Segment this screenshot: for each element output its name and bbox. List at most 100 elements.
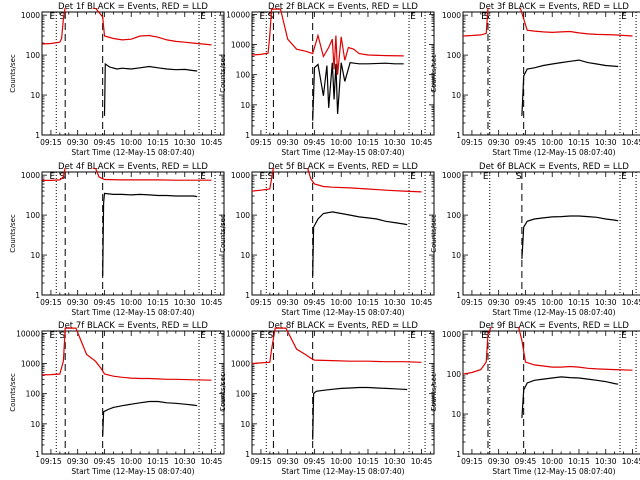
flag-label-s: S bbox=[268, 331, 274, 341]
flag-label-s: S bbox=[484, 331, 490, 341]
y-tick-label: 100 bbox=[236, 71, 251, 80]
x-tick-label: 10:45 bbox=[411, 298, 433, 307]
x-tick-label: 10:45 bbox=[201, 457, 223, 466]
y-tick-label: 100 bbox=[26, 390, 41, 399]
flag-label-e-end: E bbox=[200, 172, 206, 182]
series-line-events bbox=[521, 376, 619, 418]
x-tick-label: 10:45 bbox=[411, 138, 433, 147]
x-tick-label: 09:45 bbox=[304, 457, 326, 466]
chart-panel-5: Det 5f BLACK = Events, RED = LLD 1 10 100 10… bbox=[219, 162, 435, 317]
y-tick-label: 10 bbox=[30, 91, 40, 100]
chart-panel-7: Det 7f BLACK = Events, RED = LLD 1 10 100 10… bbox=[9, 321, 225, 476]
x-tick-label: 10:45 bbox=[622, 457, 640, 466]
x-tick-label: 09:30 bbox=[488, 138, 510, 147]
chart-panel-3: Det 3f BLACK = Events, RED = LLD 1 10 100 10… bbox=[430, 2, 640, 157]
x-tick-label: 10:00 bbox=[120, 138, 142, 147]
y-tick-label: 1000 bbox=[442, 11, 461, 20]
plot-frame bbox=[462, 11, 640, 136]
x-tick-label: 10:15 bbox=[568, 457, 590, 466]
chart-title: Det 3f BLACK = Events, RED = LLD bbox=[479, 2, 629, 12]
x-tick-label: 10:30 bbox=[174, 138, 196, 147]
y-axis-label: Counts/sec bbox=[430, 214, 438, 253]
x-tick-label: 10:30 bbox=[595, 457, 617, 466]
chart-title: Det 5f BLACK = Events, RED = LLD bbox=[268, 162, 418, 172]
y-tick-label: 10 bbox=[451, 410, 461, 419]
x-axis-label: Start Time (12-May-15 08:07:40) bbox=[492, 308, 615, 317]
x-axis-label: Start Time (12-May-15 08:07:40) bbox=[492, 467, 615, 476]
series-line-lld bbox=[42, 8, 212, 46]
chart-title: Det 7f BLACK = Events, RED = LLD bbox=[58, 321, 208, 331]
chart-panel-4: Det 4f BLACK = Events, RED = LLD 1 10 100 10… bbox=[9, 162, 225, 317]
x-tick-label: 10:45 bbox=[411, 457, 433, 466]
x-tick-label: 10:00 bbox=[541, 457, 563, 466]
y-tick-label: 1 bbox=[35, 450, 40, 459]
y-tick-label: 1 bbox=[35, 291, 40, 300]
x-tick-label: 09:30 bbox=[67, 138, 89, 147]
x-tick-label: 10:30 bbox=[384, 138, 406, 147]
flag-label-e-start: E bbox=[49, 331, 55, 341]
y-tick-label: 1000 bbox=[231, 360, 250, 369]
x-tick-label: 10:30 bbox=[595, 298, 617, 307]
x-tick-label: 09:15 bbox=[250, 298, 272, 307]
flag-label-s: S bbox=[516, 172, 522, 182]
x-tick-label: 10:00 bbox=[120, 298, 142, 307]
y-tick-label: 10 bbox=[240, 420, 250, 429]
series-line-lld bbox=[252, 327, 422, 365]
x-tick-label: 09:30 bbox=[67, 457, 89, 466]
flag-label-e-end: E bbox=[410, 331, 416, 341]
chart-title: Det 2f BLACK = Events, RED = LLD bbox=[268, 2, 418, 12]
y-tick-label: 100 bbox=[447, 370, 462, 379]
series-line-lld bbox=[463, 327, 633, 375]
y-tick-label: 10 bbox=[240, 251, 250, 260]
flag-label-e-start: E bbox=[481, 331, 487, 341]
x-tick-label: 09:15 bbox=[461, 457, 483, 466]
flag-label-e-end: E bbox=[621, 172, 627, 182]
y-axis-label: Counts/sec bbox=[9, 373, 17, 412]
y-axis-label: Counts/sec bbox=[9, 214, 17, 253]
x-tick-label: 10:15 bbox=[147, 457, 169, 466]
series-line-events bbox=[102, 192, 198, 276]
flag-label-e-start: E bbox=[259, 12, 265, 22]
y-tick-label: 1 bbox=[35, 131, 40, 140]
x-axis-label: Start Time (12-May-15 08:07:40) bbox=[281, 308, 404, 317]
x-tick-label: 09:45 bbox=[515, 457, 537, 466]
series-line-events bbox=[312, 62, 404, 121]
series-line-events bbox=[103, 62, 198, 116]
y-tick-label: 1000 bbox=[21, 11, 40, 20]
y-axis-label: Counts/sec bbox=[219, 54, 227, 93]
x-tick-label: 09:15 bbox=[40, 298, 62, 307]
chart-title: Det 9f BLACK = Events, RED = LLD bbox=[479, 321, 629, 331]
y-tick-label: 10 bbox=[30, 420, 40, 429]
x-axis-label: Start Time (12-May-15 08:07:40) bbox=[492, 148, 615, 157]
flag-label-e-end: E bbox=[621, 12, 627, 22]
x-axis-label: Start Time (12-May-15 08:07:40) bbox=[71, 148, 194, 157]
x-tick-label: 10:45 bbox=[201, 138, 223, 147]
flag-label-e-end: E bbox=[200, 331, 206, 341]
series-line-lld bbox=[42, 168, 212, 181]
series-line-events bbox=[312, 211, 408, 276]
chart-panel-6: Det 6f BLACK = Events, RED = LLD 1 10 100 10… bbox=[430, 162, 640, 317]
chart-panel-1: Det 1f BLACK = Events, RED = LLD 1 10 100 10… bbox=[9, 2, 225, 157]
x-tick-label: 10:15 bbox=[147, 298, 169, 307]
x-tick-label: 10:00 bbox=[541, 138, 563, 147]
x-tick-label: 10:30 bbox=[384, 457, 406, 466]
x-tick-label: 09:45 bbox=[94, 457, 116, 466]
flag-label-s: S bbox=[59, 331, 65, 341]
series-line-events bbox=[102, 400, 198, 436]
x-tick-label: 10:00 bbox=[330, 298, 352, 307]
y-tick-label: 1 bbox=[245, 450, 250, 459]
x-tick-label: 09:30 bbox=[488, 298, 510, 307]
series-line-events bbox=[312, 386, 408, 440]
x-tick-label: 10:30 bbox=[384, 298, 406, 307]
y-axis-label: Counts/sec bbox=[219, 214, 227, 253]
x-axis-label: Start Time (12-May-15 08:07:40) bbox=[281, 148, 404, 157]
flag-label-e-start: E bbox=[49, 12, 55, 22]
y-tick-label: 100 bbox=[26, 51, 41, 60]
flag-label-e-start: E bbox=[259, 331, 265, 341]
y-tick-label: 1000 bbox=[21, 171, 40, 180]
x-tick-label: 10:00 bbox=[330, 138, 352, 147]
y-tick-label: 100 bbox=[447, 51, 462, 60]
y-tick-label: 1 bbox=[245, 291, 250, 300]
series-line-events bbox=[521, 215, 619, 259]
